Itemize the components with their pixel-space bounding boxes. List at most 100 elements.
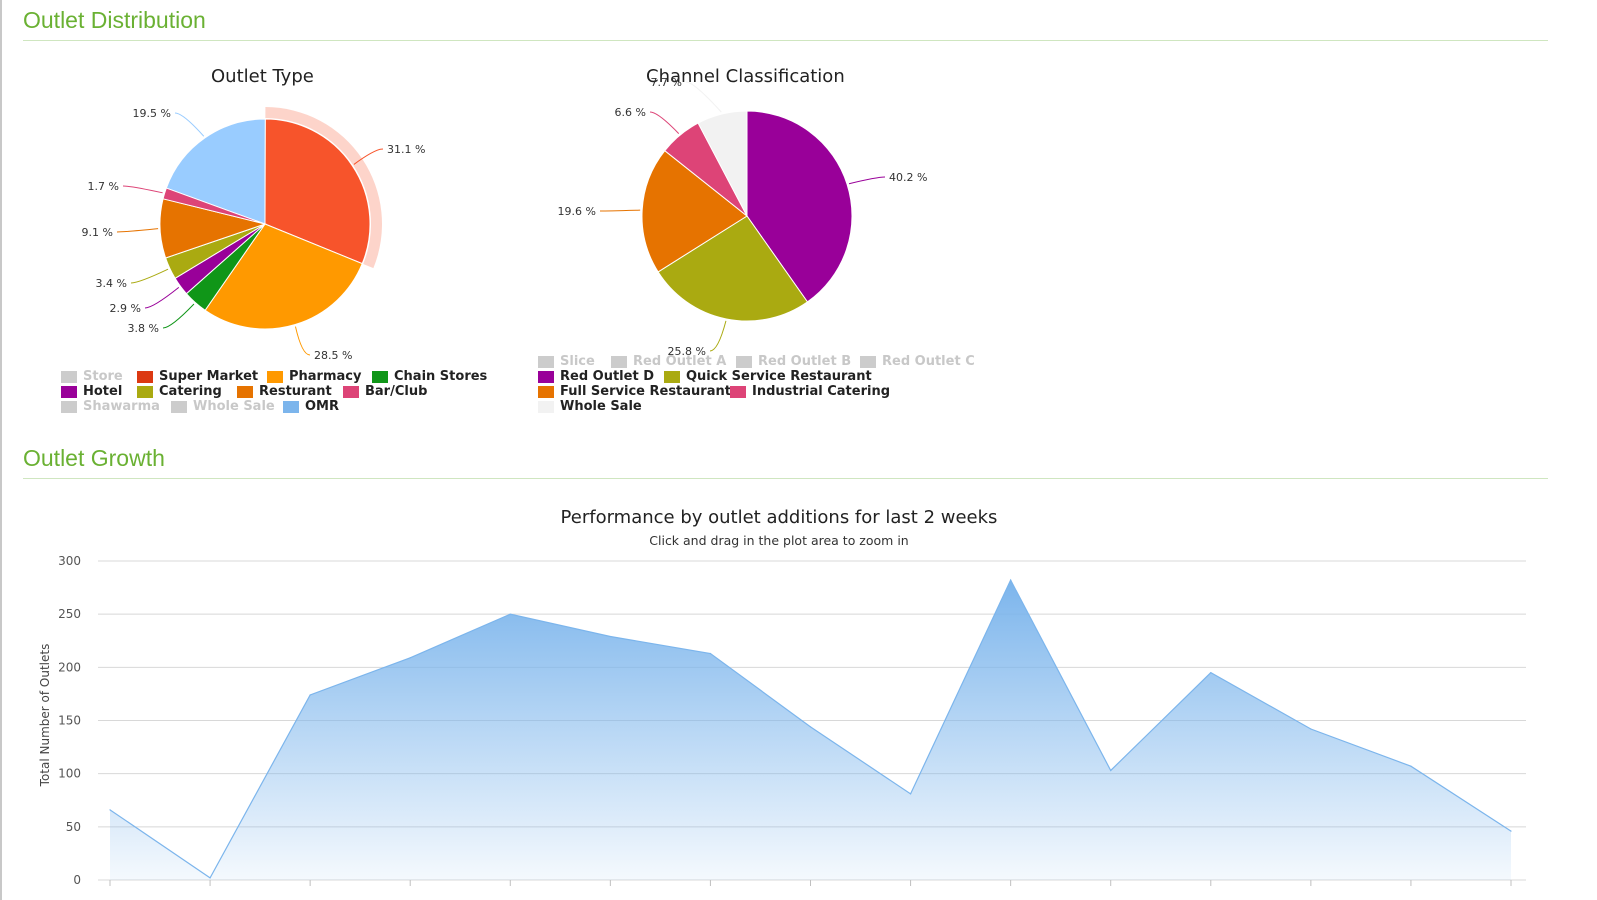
section-divider <box>23 40 1548 41</box>
legend-label: Resturant <box>259 384 332 399</box>
legend-label: Hotel <box>83 384 123 399</box>
y-tick-label: 100 <box>58 767 81 781</box>
data-point[interactable] <box>809 726 812 728</box>
legend-item-red-outlet-b[interactable]: Red Outlet B <box>736 354 851 369</box>
legend-item-super-market[interactable]: Super Market <box>137 369 258 384</box>
pie-data-label-chain-stores: 3.8 % <box>128 322 159 335</box>
legend-label: Quick Service Restaurant <box>686 369 872 384</box>
legend-item-catering[interactable]: Catering <box>137 384 222 399</box>
pie-slice-whole-sale[interactable] <box>697 110 748 217</box>
legend-swatch <box>137 370 153 383</box>
legend-swatch <box>730 385 746 398</box>
legend-label: Red Outlet C <box>882 354 975 369</box>
legend-item-red-outlet-a[interactable]: Red Outlet A <box>611 354 726 369</box>
data-point[interactable] <box>1110 769 1112 772</box>
y-tick-label: 250 <box>58 607 81 621</box>
pie-connector-red-outlet-d <box>848 176 886 185</box>
channel-classification-chart-title: Channel Classification <box>646 66 845 87</box>
growth-chart-subtitle: Click and drag in the plot area to zoom … <box>649 533 908 548</box>
legend-item-whole-sale[interactable]: Whole Sale <box>171 399 275 414</box>
data-point[interactable] <box>1010 579 1012 581</box>
pie-slice-pharmacy[interactable] <box>204 223 363 330</box>
area-fill <box>110 580 1511 880</box>
legend-label: Industrial Catering <box>752 384 890 399</box>
pie-slice-super-market[interactable] <box>264 118 371 265</box>
pie-data-label-super-market: 31.1 % <box>387 143 425 156</box>
pie-data-label-catering: 3.4 % <box>96 277 127 290</box>
legend-item-industrial-catering[interactable]: Industrial Catering <box>730 384 890 399</box>
legend-item-whole-sale[interactable]: Whole Sale <box>538 399 642 414</box>
section-title-outlet-distribution: Outlet Distribution <box>23 7 206 33</box>
pie-data-label-pharmacy: 28.5 % <box>314 349 352 362</box>
y-tick-label: 0 <box>73 873 81 887</box>
legend-item-full-service-restaurant[interactable]: Full Service Restaurant <box>538 384 731 399</box>
legend-label: Catering <box>159 384 222 399</box>
legend-item-resturant[interactable]: Resturant <box>237 384 332 399</box>
pie-slice-quick-service-restaurant[interactable] <box>657 215 809 322</box>
data-point[interactable] <box>709 652 712 655</box>
y-tick-label: 150 <box>58 714 81 728</box>
left-border <box>0 0 2 900</box>
pie-slice-bar-club[interactable] <box>162 187 266 225</box>
pie-connector-quick-service-restaurant <box>709 320 727 352</box>
section-title-outlet-growth: Outlet Growth <box>23 445 165 471</box>
legend-item-quick-service-restaurant[interactable]: Quick Service Restaurant <box>664 369 872 384</box>
legend-label: Whole Sale <box>193 399 275 414</box>
pie-connector-full-service-restaurant <box>599 209 641 212</box>
pie-slice-red-outlet-d[interactable] <box>746 110 853 303</box>
data-point[interactable] <box>509 613 511 615</box>
data-point[interactable] <box>1510 830 1512 832</box>
data-point[interactable] <box>909 793 912 795</box>
legend-swatch <box>61 370 77 383</box>
y-tick-label: 50 <box>66 820 81 834</box>
data-point[interactable] <box>609 635 611 638</box>
legend-swatch <box>61 400 77 413</box>
pie-data-label-hotel: 2.9 % <box>110 302 141 315</box>
legend-item-store[interactable]: Store <box>61 369 123 384</box>
growth-chart-title: Performance by outlet additions for last… <box>561 507 998 528</box>
pie-connector-chain-stores <box>162 303 195 329</box>
legend-swatch <box>664 370 680 383</box>
legend-item-red-outlet-d[interactable]: Red Outlet D <box>538 369 654 384</box>
pie-slice-halo-super-market <box>265 107 382 269</box>
pie-connector-whole-sale <box>685 81 722 113</box>
legend-item-pharmacy[interactable]: Pharmacy <box>267 369 361 384</box>
data-point[interactable] <box>209 877 211 879</box>
pie-connector-super-market <box>353 148 384 165</box>
outlet-growth-area-chart[interactable]: Performance by outlet additions for last… <box>0 495 1597 900</box>
legend-swatch <box>860 355 876 368</box>
pie-connector-catering <box>130 268 169 284</box>
legend-label: Store <box>83 369 123 384</box>
legend-swatch <box>538 355 554 368</box>
outlet-type-chart-title: Outlet Type <box>211 66 314 87</box>
outlet-type-legend: Store Super Market Pharmacy Chain Stores Hot… <box>61 369 521 419</box>
data-point[interactable] <box>409 657 411 659</box>
legend-item-red-outlet-c[interactable]: Red Outlet C <box>860 354 975 369</box>
y-tick-label: 300 <box>58 554 81 568</box>
data-point[interactable] <box>1310 728 1312 730</box>
pie-slice-omr[interactable] <box>165 118 266 225</box>
legend-swatch <box>538 370 554 383</box>
data-point[interactable] <box>109 809 111 811</box>
pie-slice-full-service-restaurant[interactable] <box>641 149 748 273</box>
legend-item-chain-stores[interactable]: Chain Stores <box>372 369 487 384</box>
legend-swatch <box>538 400 554 413</box>
legend-item-hotel[interactable]: Hotel <box>61 384 122 399</box>
legend-swatch <box>372 370 388 383</box>
pie-connector-industrial-catering <box>649 111 680 134</box>
legend-item-bar-club[interactable]: Bar/Club <box>343 384 427 399</box>
legend-label: OMR <box>305 399 339 414</box>
pie-data-label-red-outlet-d: 40.2 % <box>889 171 927 184</box>
data-point[interactable] <box>309 694 311 696</box>
data-point[interactable] <box>1410 765 1412 767</box>
section-divider <box>23 478 1548 479</box>
data-point[interactable] <box>1210 672 1212 674</box>
legend-item-slice[interactable]: Slice <box>538 354 595 369</box>
pie-connector-bar-club <box>122 185 163 194</box>
legend-item-omr[interactable]: OMR <box>283 399 339 414</box>
legend-item-shawarma[interactable]: Shawarma <box>61 399 160 414</box>
legend-label: Pharmacy <box>289 369 362 384</box>
pie-data-label-industrial-catering: 6.6 % <box>615 106 646 119</box>
pie-data-label-quick-service-restaurant: 25.8 % <box>668 345 706 358</box>
legend-swatch <box>283 400 299 413</box>
